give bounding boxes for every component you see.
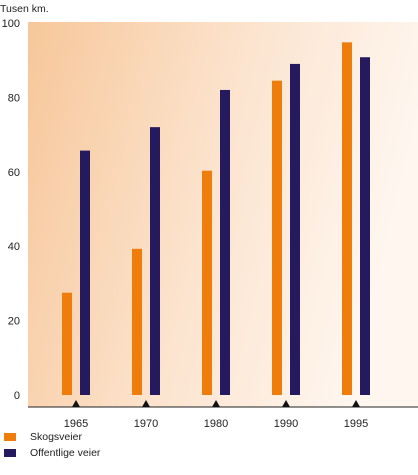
legend-label: Skogsveier	[30, 431, 82, 443]
x-tick-marker	[72, 400, 80, 407]
y-tick-label: 40	[8, 241, 20, 253]
x-tick-marker	[352, 400, 360, 407]
x-tick-label: 1995	[344, 418, 368, 430]
legend-label: Offentlige veier	[30, 447, 101, 459]
bar-skogsveier-1990	[272, 80, 282, 395]
x-tick-marker	[212, 400, 220, 407]
bar-offentlige-veier-1970	[150, 127, 160, 395]
x-tick-label: 1965	[64, 418, 88, 430]
bar-offentlige-veier-1980	[220, 89, 230, 396]
bar-offentlige-veier-1995	[360, 57, 370, 395]
x-tick-label: 1970	[134, 418, 158, 430]
x-tick-label: 1980	[204, 418, 228, 430]
x-tick-label: 1990	[274, 418, 298, 430]
bar-skogsveier-1995	[342, 42, 352, 396]
x-tick-marker	[282, 400, 290, 407]
legend-swatch	[4, 449, 16, 457]
y-unit-label: Tusen km.	[0, 3, 49, 15]
bar-offentlige-veier-1990	[290, 63, 300, 396]
y-tick-label: 80	[8, 92, 20, 104]
bar-skogsveier-1980	[202, 170, 212, 395]
y-tick-label: 100	[2, 18, 20, 30]
bar-skogsveier-1965	[62, 292, 72, 395]
y-tick-label: 20	[8, 316, 20, 328]
x-tick-marker	[142, 400, 150, 407]
legend-swatch	[4, 433, 16, 441]
bar-offentlige-veier-1965	[80, 150, 90, 395]
bar-skogsveier-1970	[132, 248, 142, 395]
y-tick-label: 60	[8, 167, 20, 179]
y-tick-label: 0	[14, 390, 20, 402]
